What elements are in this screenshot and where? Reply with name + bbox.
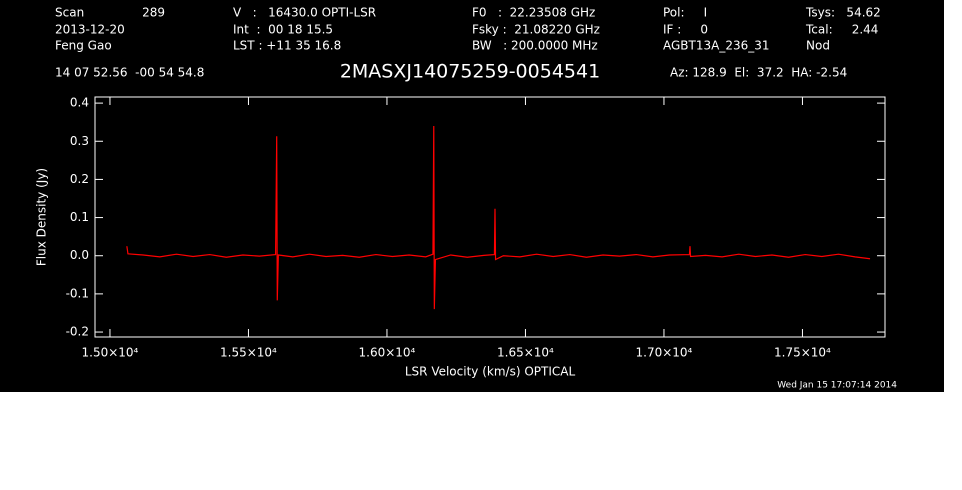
background bbox=[0, 0, 944, 392]
header-text: Nod bbox=[806, 39, 830, 53]
pointing: Az: 128.9 El: 37.2 HA: -2.54 bbox=[670, 66, 847, 80]
spectrum-line bbox=[126, 125, 871, 310]
x-axis-label: LSR Velocity (km/s) OPTICAL bbox=[405, 365, 576, 379]
header-text: BW : 200.0000 MHz bbox=[472, 39, 598, 53]
x-tick-label: 1.65×10⁴ bbox=[497, 346, 554, 360]
y-tick-label: 0.2 bbox=[70, 172, 89, 186]
header-text: 289 bbox=[142, 6, 165, 20]
y-tick-label: 0.4 bbox=[70, 96, 89, 110]
y-tick-label: -0.2 bbox=[66, 325, 89, 339]
header-text: Pol: I bbox=[663, 6, 707, 20]
header-text: F0 : 22.23508 GHz bbox=[472, 6, 595, 20]
y-tick-label: -0.1 bbox=[66, 286, 89, 300]
header-text: Fsky : 21.08220 GHz bbox=[472, 23, 600, 37]
header-text: 2013-12-20 bbox=[55, 23, 125, 37]
x-tick-label: 1.70×10⁴ bbox=[636, 346, 693, 360]
y-axis-label: Flux Density (Jy) bbox=[35, 168, 49, 266]
header-text: Int : 00 18 15.5 bbox=[233, 23, 333, 37]
x-tick-label: 1.60×10⁴ bbox=[359, 346, 416, 360]
header-text: Tcal: 2.44 bbox=[805, 23, 878, 37]
header-text: Tsys: 54.62 bbox=[805, 6, 881, 20]
x-tick-label: 1.50×10⁴ bbox=[82, 346, 139, 360]
header-text: Feng Gao bbox=[55, 39, 112, 53]
x-tick-label: 1.75×10⁴ bbox=[774, 346, 831, 360]
y-tick-label: 0.1 bbox=[70, 210, 89, 224]
header-text: Scan bbox=[55, 6, 84, 20]
position: 14 07 52.56 -00 54 54.8 bbox=[55, 66, 204, 80]
header-text: IF : 0 bbox=[663, 23, 708, 37]
timestamp: Wed Jan 15 17:07:14 2014 bbox=[777, 381, 897, 391]
header-text: LST : +11 35 16.8 bbox=[233, 39, 341, 53]
plot-frame bbox=[94, 96, 886, 338]
header-text: V : 16430.0 OPTI-LSR bbox=[233, 6, 376, 20]
y-tick-label: 0.0 bbox=[70, 248, 89, 262]
x-tick-label: 1.55×10⁴ bbox=[220, 346, 277, 360]
y-tick-label: 0.3 bbox=[70, 134, 89, 148]
chart-title: 2MASXJ14075259-0054541 bbox=[340, 61, 600, 83]
header-text: AGBT13A_236_31 bbox=[663, 39, 770, 53]
